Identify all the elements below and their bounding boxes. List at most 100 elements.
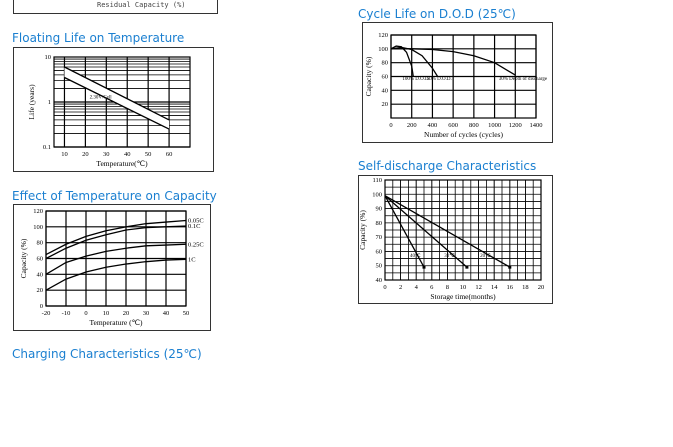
series-line-1 — [64, 76, 170, 130]
cycle-life-title: Cycle Life on D.O.D (25℃) — [358, 7, 516, 21]
y-tick-label: 40 — [382, 87, 389, 94]
x-tick-label: 20 — [123, 310, 130, 317]
annotation-label: 2.30V/Cell — [90, 95, 113, 100]
x-tick-label: 8 — [446, 284, 449, 291]
x-axis-label: Temperature(℃) — [96, 159, 148, 168]
x-tick-label: 40 — [163, 310, 170, 317]
floating-chart-box — [13, 47, 214, 172]
effect-chart: -20 -10 0 10 20 30 40 50 0 20 40 60 80 100 120 Temperat… — [19, 208, 204, 327]
x-tick-label: 40 — [124, 151, 131, 158]
y-tick-label: 80 — [382, 60, 389, 67]
x-axis-label: Number of cycles (cycles) — [424, 130, 503, 139]
x-tick-label: 30 — [143, 310, 150, 317]
cycle-chart: 0 200 400 600 800 1000 1200 1400 20 40 60 80 100 120 N… — [364, 32, 548, 139]
series-line-3 — [45, 258, 187, 291]
x-tick-label: 10 — [61, 151, 68, 158]
x-tick-label: 16 — [507, 284, 514, 291]
annotation-label: 100% D.O.D. — [402, 77, 430, 82]
annotation-label: 20℃ — [480, 253, 491, 259]
x-tick-label: 800 — [469, 122, 479, 129]
x-tick-label: 1000 — [488, 122, 501, 129]
x-tick-label: 400 — [428, 122, 438, 129]
charging-title: Charging Characteristics (25℃) — [12, 347, 202, 361]
x-tick-label: 12 — [475, 284, 482, 291]
y-tick-label: 1 — [48, 99, 51, 106]
y-tick-label: 40 — [37, 271, 44, 278]
y-tick-label: 60 — [382, 74, 389, 81]
series-line-0 — [45, 219, 187, 256]
series-line-2 — [391, 48, 516, 76]
y-tick-label: 40 — [376, 277, 383, 284]
annotation-label: 30℃ — [444, 253, 455, 259]
y-tick-label: 10 — [45, 54, 52, 61]
y-tick-label: 70 — [376, 234, 383, 241]
series-line-1 — [45, 225, 187, 260]
residual-capacity-label: Residual Capacity (%) — [97, 1, 186, 9]
y-axis-label: Capacity (%) — [19, 238, 28, 278]
x-tick-label: 0 — [84, 310, 87, 317]
x-tick-label: -20 — [42, 310, 51, 317]
end-marker — [465, 265, 469, 269]
x-tick-label: 0 — [389, 122, 392, 129]
y-tick-label: 120 — [33, 208, 43, 215]
x-tick-label: 1400 — [530, 122, 543, 129]
x-tick-label: 50 — [145, 151, 152, 158]
series-line-2 — [384, 195, 511, 268]
y-tick-label: 100 — [372, 191, 382, 198]
x-tick-label: 14 — [491, 284, 498, 291]
series-line-1 — [390, 46, 439, 77]
y-tick-label: 100 — [378, 46, 388, 53]
series-line-0 — [384, 195, 425, 268]
y-tick-label: 0 — [40, 303, 43, 310]
annotation-label: 50% D.O.D. — [427, 77, 452, 82]
legend-label: 1C — [188, 256, 196, 263]
x-tick-label: 30 — [103, 151, 110, 158]
y-tick-label: 60 — [376, 248, 383, 255]
x-tick-label: 20 — [82, 151, 89, 158]
y-axis-label: Capacity (%) — [364, 56, 373, 96]
floating-chart: 10 20 30 40 50 60 0.1 1 10 Temperature(℃) Life (ye… — [27, 54, 191, 168]
x-tick-label: 4 — [415, 284, 419, 291]
series-line-0 — [64, 66, 170, 121]
effect-chart-box — [13, 204, 211, 331]
annotation-label: 40℃ — [410, 253, 421, 259]
y-tick-label: 20 — [382, 101, 389, 108]
legend-label: 0.25C — [188, 241, 204, 248]
floating-life-title: Floating Life on Temperature — [12, 31, 185, 45]
x-tick-label: -10 — [62, 310, 71, 317]
cycle-chart-box — [362, 22, 553, 143]
x-axis-label: Storage time(months) — [430, 292, 496, 301]
y-tick-label: 100 — [33, 224, 43, 231]
y-tick-label: 50 — [376, 263, 383, 270]
top-chart-box — [13, 0, 218, 14]
y-tick-label: 0.1 — [43, 144, 51, 151]
life-band — [64, 66, 170, 130]
x-tick-label: 60 — [166, 151, 173, 158]
legend-label: 0.05C — [188, 218, 204, 225]
x-tick-label: 10 — [460, 284, 467, 291]
x-tick-label: 200 — [407, 122, 417, 129]
end-marker — [508, 265, 512, 269]
y-axis-label: Capacity (%) — [358, 210, 367, 250]
x-tick-label: 10 — [103, 310, 110, 317]
series-line-1 — [384, 195, 468, 268]
end-marker — [422, 265, 426, 269]
self-chart-box — [358, 175, 553, 304]
series-line-2 — [45, 243, 187, 275]
x-tick-label: 50 — [183, 310, 190, 317]
legend-label: 0.1C — [188, 223, 200, 230]
y-tick-label: 90 — [376, 206, 383, 213]
self-discharge-title: Self-discharge Characteristics — [358, 159, 537, 173]
x-tick-label: 2 — [399, 284, 402, 291]
x-axis-label: Temperature (℃) — [89, 318, 143, 327]
y-tick-label: 80 — [376, 220, 383, 227]
self-chart: 0 2 4 6 8 10 12 14 16 18 20 40 50 60 70 80 90 100 110 Stora… — [358, 177, 544, 301]
effect-temperature-title: Effect of Temperature on Capacity — [12, 189, 217, 203]
x-tick-label: 0 — [383, 284, 386, 291]
annotation-label: 30% Depth of discharge — [499, 77, 548, 82]
y-tick-label: 80 — [37, 240, 44, 247]
series-line-0 — [390, 45, 414, 77]
y-tick-label: 120 — [378, 32, 388, 39]
x-tick-label: 18 — [522, 284, 529, 291]
